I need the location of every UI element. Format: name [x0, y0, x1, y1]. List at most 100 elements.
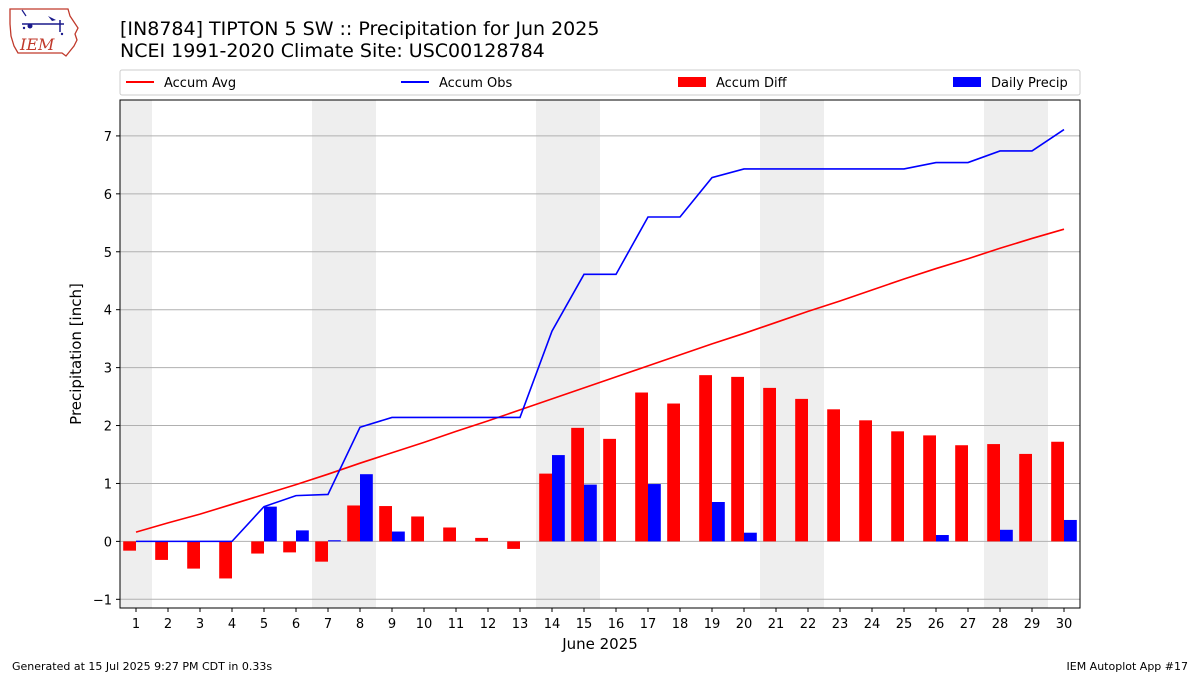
x-tick-label-20: 20 — [736, 617, 753, 632]
generated-timestamp: Generated at 15 Jul 2025 9:27 PM CDT in … — [12, 660, 273, 673]
x-tick-label-23: 23 — [832, 617, 849, 632]
legend-accum-obs-label: Accum Obs — [439, 76, 512, 91]
x-tick-label-17: 17 — [640, 617, 657, 632]
gridlines — [120, 135, 1080, 600]
accum-diff-bar-day-23 — [827, 409, 840, 542]
x-tick-label-6: 6 — [292, 617, 300, 632]
x-tick-label-26: 26 — [928, 617, 945, 632]
accum-diff-bar-day-8 — [347, 505, 360, 542]
y-tick-label-6: 6 — [104, 188, 112, 203]
x-tick-label-25: 25 — [896, 617, 913, 632]
chart-title: [IN8784] TIPTON 5 SW :: Precipitation fo… — [120, 18, 600, 40]
y-tick-label-0: 0 — [104, 535, 112, 550]
legend: Accum Avg Accum Obs Accum Diff Daily Precip — [119, 69, 1081, 96]
legend-daily-precip-swatch — [953, 77, 981, 87]
accum-diff-bar-day-4 — [219, 541, 232, 579]
accum-diff-bar-day-29 — [1019, 453, 1032, 542]
accum-diff-bar-day-9 — [379, 506, 392, 542]
accum-diff-bar-day-7 — [315, 541, 328, 562]
daily-precip-bar-day-6 — [296, 530, 309, 542]
x-tick-label-1: 1 — [132, 617, 140, 632]
daily-precip-bar-day-14 — [552, 455, 565, 542]
legend-box — [119, 69, 1081, 96]
y-tick-label-1: 1 — [104, 477, 112, 492]
y-tick-label-4: 4 — [104, 304, 112, 319]
accum-diff-bar-day-12 — [475, 537, 488, 542]
iowa-map-logo-icon: IEM — [9, 8, 79, 57]
accum-diff-bar-day-21 — [763, 387, 776, 542]
daily-precip-bar-day-9 — [392, 531, 405, 542]
x-tick-label-7: 7 — [324, 617, 332, 632]
weekend-shade-day-1 — [120, 100, 152, 608]
daily-precip-bar-day-26 — [936, 535, 949, 542]
x-tick-label-22: 22 — [800, 617, 817, 632]
accum-diff-bar-day-18 — [667, 403, 680, 542]
accum-diff-bar-day-26 — [923, 435, 936, 542]
legend-accum-avg-label: Accum Avg — [164, 76, 236, 91]
x-tick-label-19: 19 — [704, 617, 721, 632]
iem-logo: IEM — [8, 6, 80, 58]
x-tick-label-24: 24 — [864, 617, 881, 632]
x-tick-label-8: 8 — [356, 617, 364, 632]
legend-accum-diff-label: Accum Diff — [716, 76, 788, 91]
accum-diff-bar-day-2 — [155, 541, 168, 560]
y-tick-label--1: −1 — [93, 593, 112, 608]
x-tick-label-5: 5 — [260, 617, 268, 632]
daily-precip-bar-day-19 — [712, 501, 725, 542]
x-tick-label-18: 18 — [672, 617, 689, 632]
x-tick-label-29: 29 — [1024, 617, 1041, 632]
accum-diff-bar-day-16 — [603, 438, 616, 542]
x-tick-label-27: 27 — [960, 617, 977, 632]
daily-precip-bar-day-5 — [264, 506, 277, 542]
x-tick-label-28: 28 — [992, 617, 1009, 632]
x-tick-label-30: 30 — [1056, 617, 1073, 632]
accum-diff-bar-day-11 — [443, 527, 456, 542]
x-tick-label-11: 11 — [448, 617, 465, 632]
x-tick-label-13: 13 — [512, 617, 529, 632]
daily-precip-bar-day-28 — [1000, 529, 1013, 542]
x-tick-label-10: 10 — [416, 617, 433, 632]
daily-precip-bar-day-15 — [584, 484, 597, 542]
accum-diff-bar-day-5 — [251, 541, 264, 554]
daily-precip-bar-day-20 — [744, 532, 757, 542]
accum-diff-bar-day-20 — [731, 376, 744, 542]
y-tick-label-7: 7 — [104, 130, 112, 145]
x-tick-label-21: 21 — [768, 617, 785, 632]
accum-diff-bar-day-1 — [123, 541, 136, 551]
accum-diff-bar-day-6 — [283, 541, 296, 553]
legend-accum-diff-swatch — [678, 77, 706, 87]
x-tick-label-16: 16 — [608, 617, 625, 632]
lines — [135, 128, 1065, 543]
accum-avg-line — [135, 228, 1065, 533]
bars — [123, 375, 1077, 579]
x-tick-label-4: 4 — [228, 617, 236, 632]
x-tick-label-2: 2 — [164, 617, 172, 632]
y-tick-label-2: 2 — [104, 420, 112, 435]
daily-precip-bar-day-7 — [328, 540, 341, 542]
y-tick-label-5: 5 — [104, 246, 112, 261]
chart-subtitle: NCEI 1991-2020 Climate Site: USC00128784 — [120, 40, 545, 62]
x-tick-label-3: 3 — [196, 617, 204, 632]
accum-diff-bar-day-27 — [955, 445, 968, 542]
accum-diff-bar-day-17 — [635, 392, 648, 542]
accum-diff-bar-day-22 — [795, 398, 808, 542]
x-tick-label-12: 12 — [480, 617, 497, 632]
y-axis-label: Precipitation [inch] — [67, 283, 85, 425]
accum-diff-bar-day-25 — [891, 431, 904, 542]
legend-daily-precip-label: Daily Precip — [991, 76, 1068, 91]
accum-diff-bar-day-15 — [571, 427, 584, 542]
svg-text:IEM: IEM — [19, 35, 55, 54]
app-credit: IEM Autoplot App #17 — [1066, 660, 1189, 673]
accum-diff-bar-day-10 — [411, 516, 424, 542]
x-axis-label: June 2025 — [561, 635, 638, 653]
accum-diff-bar-day-24 — [859, 420, 872, 542]
accum-diff-bar-day-28 — [987, 444, 1000, 542]
weekend-shade-day-7 — [312, 100, 344, 608]
accum-diff-bar-day-13 — [507, 541, 520, 549]
accum-diff-bar-day-14 — [539, 473, 552, 542]
x-tick-label-9: 9 — [388, 617, 396, 632]
accum-diff-bar-day-30 — [1051, 441, 1064, 542]
x-tick-label-15: 15 — [576, 617, 593, 632]
